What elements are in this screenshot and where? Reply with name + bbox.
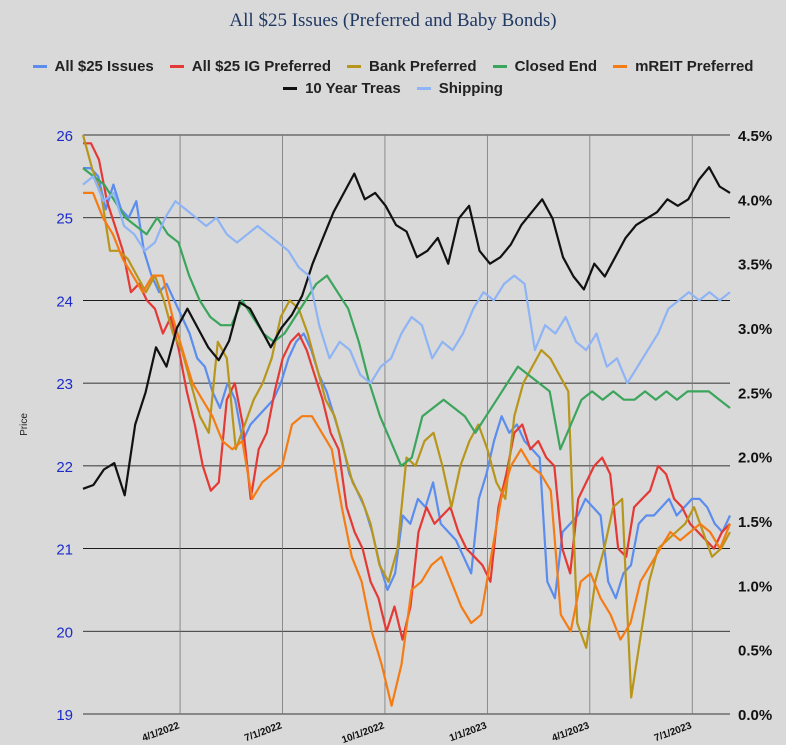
y-tick-label: 21 (56, 542, 73, 559)
y2-tick-label: 1.5% (738, 514, 772, 531)
legend-item: mREIT Preferred (613, 58, 753, 75)
legend-swatch (492, 65, 507, 68)
y-tick-label: 23 (56, 376, 73, 393)
legend-item: All $25 Issues (32, 58, 154, 75)
y-tick-label: 22 (56, 459, 73, 476)
y2-tick-label: 0.5% (738, 643, 772, 660)
series-line-10-year-treas (82, 166, 731, 497)
series-line-shipping (82, 175, 731, 385)
series-line-bank-preferred (81, 134, 731, 699)
legend: All $25 Issues All $25 IG Preferred Bank P… (0, 58, 786, 102)
legend-label: 10 Year Treas (305, 80, 401, 97)
legend-label: Bank Preferred (369, 58, 477, 75)
x-tick-label: 1/1/2023 (448, 720, 489, 744)
x-tick-label: 4/1/2022 (141, 720, 182, 744)
y2-tick-label: 1.0% (738, 578, 772, 595)
y-axis-label: Price (19, 413, 30, 436)
chart-title: All $25 Issues (Preferred and Baby Bonds… (229, 10, 557, 31)
legend-row: All $25 Issues All $25 IG Preferred Bank P… (0, 58, 786, 75)
y2-tick-label: 3.5% (738, 257, 772, 274)
y-tick-label: 20 (56, 624, 73, 641)
y-tick-label: 26 (56, 128, 73, 145)
legend-label: All $25 Issues (54, 58, 154, 75)
y-tick-label: 24 (56, 293, 73, 310)
legend-swatch (283, 87, 298, 90)
legend-label: All $25 IG Preferred (191, 58, 331, 75)
legend-label: Shipping (438, 80, 503, 97)
series-line-closed-end (82, 167, 731, 467)
legend-swatch (416, 87, 431, 90)
series-line-all-25-issues (83, 167, 731, 600)
legend-swatch (32, 65, 47, 68)
x-tick-label: 10/1/2022 (340, 720, 386, 745)
x-tick-label: 7/1/2023 (653, 720, 694, 744)
y2-tick-label: 2.5% (738, 385, 772, 402)
x-tick-label: 7/1/2022 (243, 720, 284, 744)
x-tick-label: 4/1/2023 (550, 720, 591, 744)
legend-row: 10 Year Treas Shipping (0, 80, 786, 97)
y2-tick-label: 4.5% (738, 128, 772, 145)
y2-tick-label: 0.0% (738, 707, 772, 724)
legend-item: Bank Preferred (347, 58, 477, 75)
legend-label: mREIT Preferred (635, 58, 754, 75)
legend-label: Closed End (514, 58, 598, 75)
y2-tick-label: 3.0% (738, 321, 772, 338)
legend-swatch (347, 65, 361, 68)
y-tick-label: 25 (56, 211, 73, 228)
legend-item: Shipping (416, 80, 503, 97)
series-line-mreit-preferred (83, 191, 732, 707)
legend-item: Closed End (492, 58, 598, 75)
legend-swatch (613, 65, 628, 68)
legend-item: All $25 IG Preferred (169, 58, 331, 75)
y2-tick-label: 4.0% (738, 192, 772, 209)
legend-item: 10 Year Treas (283, 80, 401, 97)
y2-tick-label: 2.0% (738, 450, 772, 467)
y-tick-label: 19 (56, 707, 73, 724)
legend-swatch (169, 65, 184, 68)
